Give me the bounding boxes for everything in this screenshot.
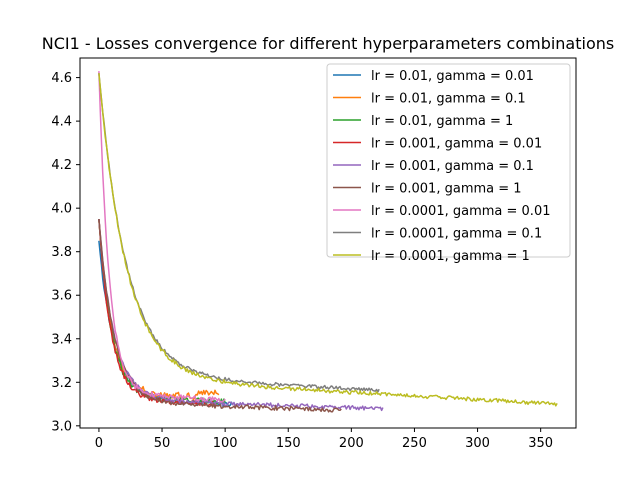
legend-label: lr = 0.01, gamma = 1 [371,114,513,129]
legend-label: lr = 0.0001, gamma = 1 [371,249,530,264]
x-tick-label: 150 [276,436,301,451]
legend-label: lr = 0.001, gamma = 1 [371,182,522,197]
legend-label: lr = 0.0001, gamma = 0.01 [371,204,550,219]
legend-label: lr = 0.001, gamma = 0.1 [371,159,534,174]
x-tick-label: 300 [465,436,490,451]
y-tick-label: 3.0 [51,419,72,434]
legend-label: lr = 0.0001, gamma = 0.1 [371,227,542,242]
series-line [98,240,234,407]
x-tick-label: 0 [95,436,103,451]
legend: lr = 0.01, gamma = 0.01 lr = 0.01, gamma … [326,63,571,264]
y-tick-label: 3.2 [51,376,72,391]
x-axis: 0 50 100 150 200 250 300 350 [95,428,553,451]
y-tick-label: 4.2 [51,158,72,173]
y-tick-label: 3.6 [51,289,72,304]
chart-title: NCI1 - Losses convergence for different … [42,34,614,53]
series-line [98,73,558,407]
x-tick-label: 350 [528,436,553,451]
y-tick-label: 3.4 [51,332,72,347]
legend-label: lr = 0.001, gamma = 0.01 [371,137,542,152]
legend-box [326,63,571,258]
x-tick-label: 100 [213,436,238,451]
series-line [98,219,217,407]
series-line [98,71,226,403]
x-tick-label: 50 [154,436,171,451]
legend-label: lr = 0.01, gamma = 0.1 [371,92,526,107]
y-tick-label: 4.4 [51,115,72,130]
x-tick-label: 250 [402,436,427,451]
series-line [98,219,384,412]
plot-lines [98,71,558,413]
x-tick-label: 200 [339,436,364,451]
axes-frame [79,57,577,429]
y-axis: 3.0 3.2 3.4 3.6 3.8 4.0 4.2 4.4 4.6 [51,71,80,434]
y-tick-label: 3.8 [51,245,72,260]
y-tick-label: 4.0 [51,202,72,217]
legend-label: lr = 0.01, gamma = 0.01 [371,69,534,84]
series-line [98,219,342,413]
y-tick-label: 4.6 [51,71,72,86]
